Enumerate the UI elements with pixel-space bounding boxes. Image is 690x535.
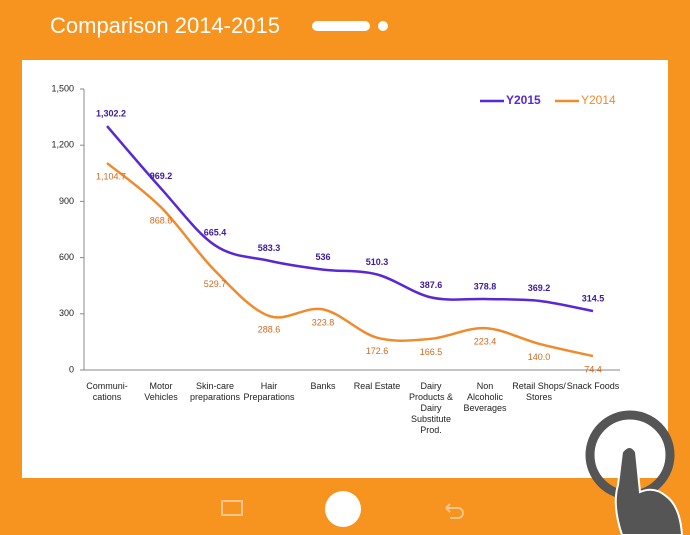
x-tick-label: Dairy Products & Dairy Substitute Prod. [408, 381, 454, 435]
y-tick-label: 900 [59, 196, 74, 206]
x-tick-label: Communi-cations [86, 381, 128, 402]
data-label: 387.6 [420, 280, 443, 290]
data-label: 1,104.7 [96, 171, 126, 181]
y-tick-label: 1,200 [51, 140, 74, 150]
data-label: 288.6 [258, 324, 281, 334]
chart-title: Comparison 2014-2015 [50, 13, 280, 38]
y-tick-label: 300 [59, 308, 74, 318]
data-label: 378.8 [474, 281, 497, 291]
home-button[interactable] [325, 491, 361, 527]
speaker [312, 21, 370, 31]
data-label: 314.5 [582, 293, 605, 303]
x-tick-label: Retail Shops/ Stores [512, 381, 566, 402]
recent-apps-button[interactable] [221, 500, 243, 516]
y-tick-label: 600 [59, 252, 74, 262]
y-tick-label: 1,500 [51, 83, 74, 93]
data-label: 868.6 [150, 216, 173, 226]
data-label: 510.3 [366, 257, 389, 267]
x-tick-label: Hair Preparations [243, 381, 295, 402]
data-label: 969.2 [150, 171, 173, 181]
x-tick-label: Snack Foods [566, 381, 620, 391]
data-label: 166.5 [420, 347, 443, 357]
series-line [106, 162, 594, 358]
data-label: 172.6 [366, 346, 389, 356]
x-tick-label: Motor Vehicles [144, 381, 178, 402]
data-label: 536 [315, 252, 330, 262]
data-label: 74.4 [584, 364, 602, 374]
data-label: 665.4 [204, 228, 227, 238]
data-label: 529.7 [204, 279, 227, 289]
data-label: 369.2 [528, 283, 551, 293]
data-label: 140.0 [528, 352, 551, 362]
x-tick-label: Skin-care preparations [189, 381, 241, 402]
screen [22, 60, 668, 478]
hand-icon [614, 446, 684, 535]
legend-label: Y2015 [506, 93, 541, 107]
y-tick-label: 0 [69, 364, 74, 374]
series-line [106, 125, 594, 313]
data-label: 223.4 [474, 337, 497, 347]
x-tick-label: Real Estate [353, 381, 401, 391]
x-tick-label: Non Alcoholic Beverages [463, 381, 507, 413]
data-label: 323.8 [312, 318, 335, 328]
x-tick-label: Banks [310, 381, 336, 391]
legend-label: Y2014 [581, 93, 616, 107]
data-label: 1,302.2 [96, 108, 126, 118]
back-button[interactable] [445, 503, 464, 519]
camera [378, 21, 388, 31]
data-label: 583.3 [258, 243, 281, 253]
